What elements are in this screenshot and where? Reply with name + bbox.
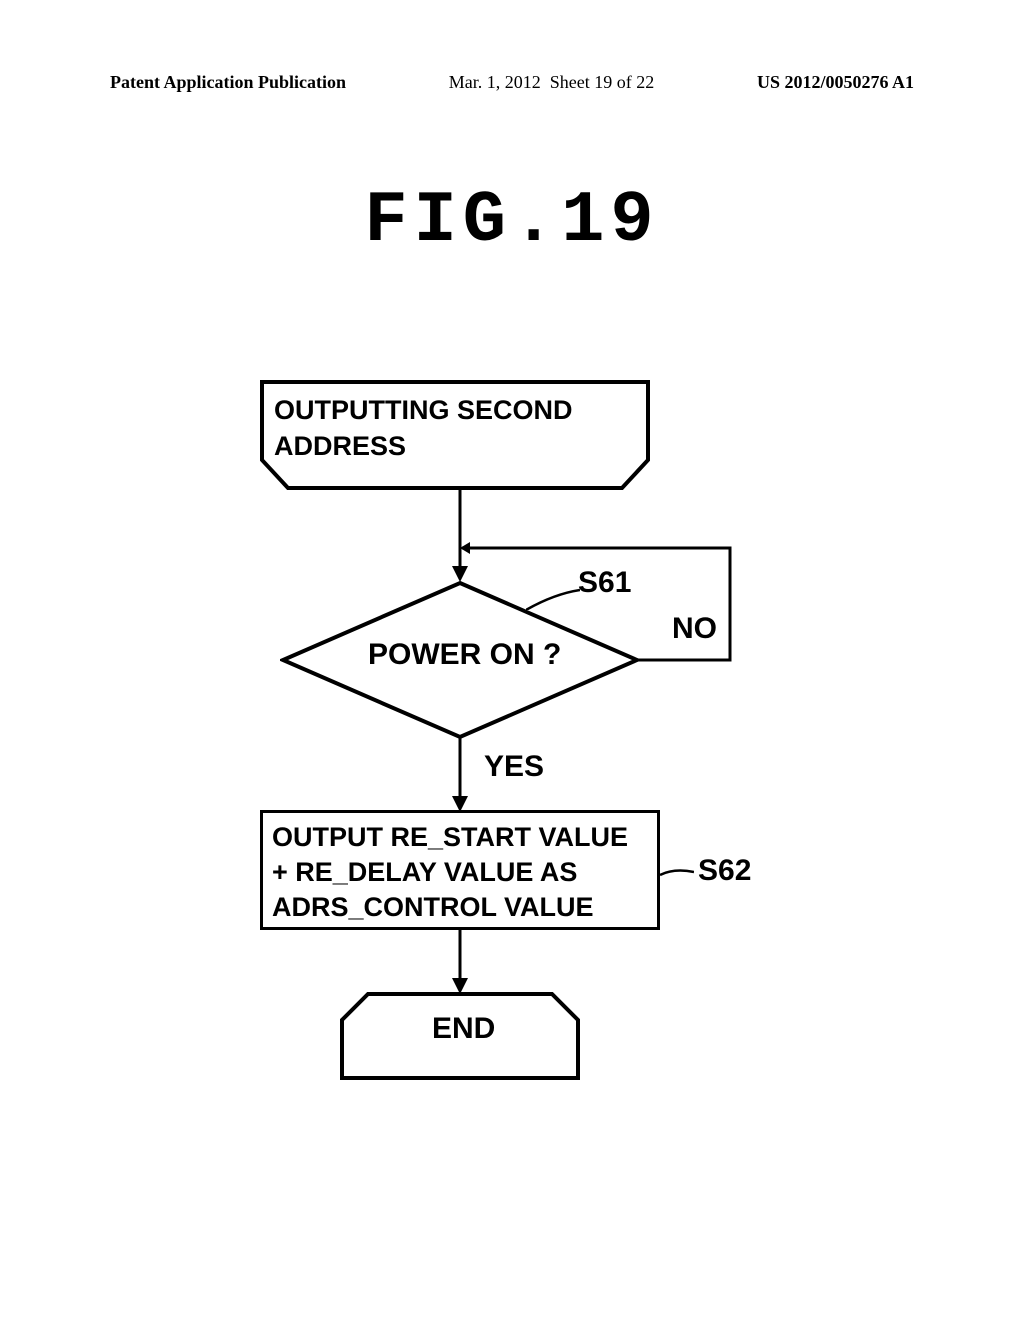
header-date-sheet: Mar. 1, 2012 Sheet 19 of 22 <box>449 72 654 93</box>
arrow-decision-to-process <box>448 738 472 812</box>
page: Patent Application Publication Mar. 1, 2… <box>0 0 1024 1320</box>
arrow-process-to-end <box>448 930 472 994</box>
flowchart: OUTPUTTING SECOND ADDRESS POWER ON ? S61… <box>260 380 780 1100</box>
page-header: Patent Application Publication Mar. 1, 2… <box>110 72 914 93</box>
figure-title: FIG.19 <box>0 180 1024 262</box>
start-node-text: OUTPUTTING SECOND ADDRESS <box>274 392 573 465</box>
header-publication: Patent Application Publication <box>110 72 346 93</box>
arrow-start-to-decision <box>448 488 472 582</box>
s62-pointer <box>660 868 694 882</box>
decision-yes-label: YES <box>484 750 544 784</box>
header-date: Mar. 1, 2012 <box>449 72 541 92</box>
process-node-text: OUTPUT RE_START VALUE + RE_DELAY VALUE A… <box>272 820 628 925</box>
arrow-no-loopback <box>470 546 740 664</box>
step-label-s62: S62 <box>698 854 751 888</box>
end-node-text: END <box>432 1012 495 1046</box>
header-sheet: Sheet 19 of 22 <box>550 72 654 92</box>
header-pubno: US 2012/0050276 A1 <box>757 72 914 93</box>
